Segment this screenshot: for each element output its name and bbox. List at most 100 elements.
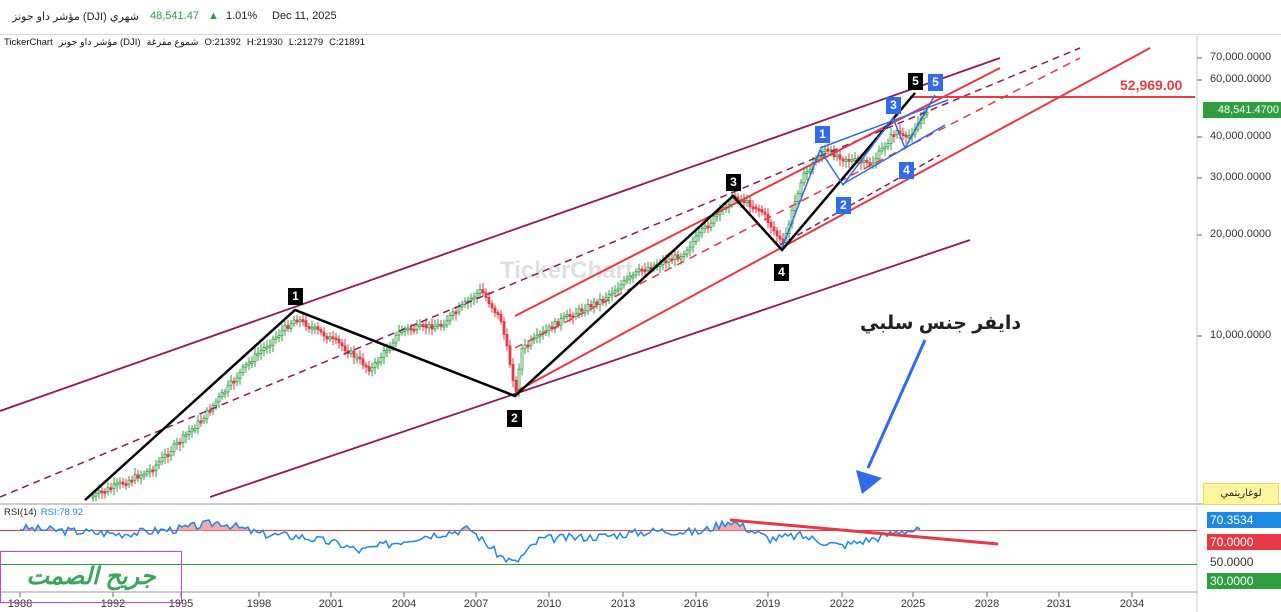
candle-body xyxy=(700,228,704,234)
candle-body xyxy=(517,368,521,391)
candle-body xyxy=(178,441,182,445)
candle-body xyxy=(640,268,644,272)
candle-body xyxy=(319,329,323,333)
candle-body xyxy=(448,315,452,322)
high-value: H:21930 xyxy=(246,37,283,48)
candle-body xyxy=(610,292,614,296)
candle-body xyxy=(241,366,245,373)
candle-body xyxy=(205,409,209,419)
candle-body xyxy=(502,320,506,335)
candle-body xyxy=(334,337,338,341)
candle-body xyxy=(757,208,761,212)
x-tick-label: 2004 xyxy=(391,598,417,610)
candle-body xyxy=(406,327,410,331)
change-percent: 1.01% xyxy=(226,10,258,22)
candle-body xyxy=(199,420,203,424)
candle-body xyxy=(235,377,239,383)
wedge-lower xyxy=(842,124,946,185)
candle-body xyxy=(271,338,275,346)
x-tick-label: 2019 xyxy=(755,598,781,610)
candle-body xyxy=(169,451,173,457)
candle-body xyxy=(778,235,782,240)
candle-body xyxy=(445,320,449,326)
y-tick-label: 20,000.0000 xyxy=(1210,228,1272,240)
candle-body xyxy=(412,328,416,332)
candle-body xyxy=(772,226,776,232)
candle-body xyxy=(496,312,500,315)
candle-body xyxy=(217,396,221,403)
candle-body xyxy=(586,304,590,312)
log-scale-button[interactable]: لوغاريتمي xyxy=(1203,483,1279,505)
candle-body xyxy=(706,225,710,229)
candle-body xyxy=(748,199,752,208)
candle-body xyxy=(682,253,686,258)
candle-body xyxy=(289,323,293,329)
candle-body xyxy=(265,346,269,350)
candle-body xyxy=(847,158,851,162)
wave-label-1: 1 xyxy=(288,288,303,305)
candle-body xyxy=(358,356,362,360)
candle-body xyxy=(328,336,332,340)
candle-body xyxy=(697,232,701,237)
last-price: 48,541.47 xyxy=(150,10,199,22)
candle-body xyxy=(508,345,512,365)
candle-body xyxy=(874,158,878,164)
candle-body xyxy=(805,171,809,175)
red-mid-channel xyxy=(514,57,1081,349)
candle-body xyxy=(712,215,716,224)
candle-body xyxy=(442,324,446,328)
rsi-name: RSI(14) xyxy=(4,507,37,518)
x-tick-label: 2025 xyxy=(900,598,926,610)
candle-body xyxy=(124,483,128,487)
candle-body xyxy=(280,330,284,336)
candle-body xyxy=(556,321,560,326)
period-label[interactable]: شهري xyxy=(110,11,139,23)
candle-body xyxy=(580,308,584,312)
candle-body xyxy=(313,326,317,330)
candle-body xyxy=(184,434,188,438)
candle-body xyxy=(352,350,356,358)
candle-body xyxy=(340,342,344,347)
date-label: Dec 11, 2025 xyxy=(272,10,337,22)
candle-body xyxy=(331,336,335,340)
candle-body xyxy=(592,301,596,308)
candle-body xyxy=(283,325,287,332)
candle-body xyxy=(673,254,677,261)
candle-body xyxy=(574,313,578,318)
candle-body xyxy=(295,319,299,323)
candle-body xyxy=(220,392,224,398)
candle-body xyxy=(754,206,758,210)
candle-body xyxy=(511,364,515,381)
candle-body xyxy=(679,256,683,260)
candle-body xyxy=(598,298,602,306)
candle-body xyxy=(160,457,164,463)
candle-body xyxy=(181,434,185,443)
y-tick-label: 40,000.0000 xyxy=(1210,130,1272,142)
candle-body xyxy=(694,235,698,242)
candle-body xyxy=(751,206,755,210)
instrument-name[interactable]: مؤشر داو جونز (DJI) xyxy=(12,11,107,23)
candle-body xyxy=(148,469,152,473)
candle-body xyxy=(691,241,695,248)
candle-body xyxy=(394,334,398,344)
rsi-divergence-line xyxy=(729,518,999,546)
candle-body xyxy=(601,298,605,302)
candle-body xyxy=(364,364,368,368)
candle-body xyxy=(499,313,503,322)
wave-label-4: 4 xyxy=(774,264,789,281)
rsi-current-tag: 70.3534 xyxy=(1207,512,1281,528)
candle-body xyxy=(637,268,641,273)
candle-body xyxy=(763,211,767,215)
candle-body xyxy=(301,319,305,323)
candle-body xyxy=(244,364,248,368)
candle-body xyxy=(286,325,290,329)
candle-body xyxy=(709,222,713,228)
candle-body xyxy=(322,331,326,337)
candle-body xyxy=(877,150,881,160)
candle-body xyxy=(196,420,200,429)
candle-body xyxy=(505,333,509,347)
candle-body xyxy=(262,346,266,351)
candle-body xyxy=(433,325,437,330)
candle-body xyxy=(775,230,779,237)
